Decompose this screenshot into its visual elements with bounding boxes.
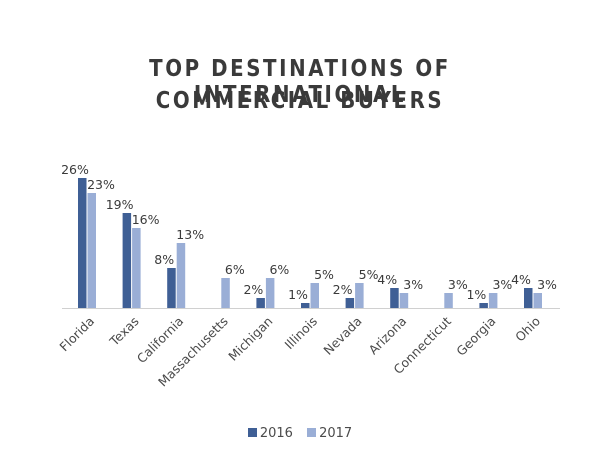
data-label-2017-connecticut: 3%: [448, 277, 468, 292]
bar-2017-nevada: [355, 283, 364, 308]
bar-2016-california: [167, 268, 176, 308]
data-label-2017-illinois: 5%: [314, 267, 334, 282]
bar-2016-nevada: [345, 298, 355, 308]
category-label-texas: Texas: [106, 314, 142, 350]
data-label-2017-california: 13%: [176, 227, 204, 242]
data-label-2016-michigan: 2%: [243, 282, 263, 297]
bar-2017-michigan: [265, 278, 275, 308]
legend-label-2016: 2016: [259, 426, 293, 441]
chart-legend: 2016 2017: [0, 426, 600, 441]
bar-2017-massachusetts: [221, 278, 230, 308]
bar-2017-illinois: [310, 283, 319, 308]
legend-item-2016: 2016: [247, 426, 293, 441]
bar-2016-ohio: [524, 288, 533, 308]
category-label-michigan: Michigan: [225, 314, 275, 364]
category-label-arizona: Arizona: [366, 314, 410, 358]
data-label-2017-texas: 16%: [132, 212, 160, 227]
data-label-2017-ohio: 3%: [537, 277, 557, 292]
category-label-illinois: Illinois: [281, 314, 320, 353]
category-label-florida: Florida: [56, 314, 97, 355]
chart-title-line-2: COMMERCIAL BUYERS: [155, 88, 445, 114]
data-label-2017-georgia: 3%: [492, 277, 512, 292]
data-label-2016-texas: 19%: [106, 197, 134, 212]
bar-2017-georgia: [488, 293, 498, 308]
bar-2016-florida: [78, 178, 87, 308]
bar-2016-texas: [122, 213, 132, 308]
data-label-2016-ohio: 4%: [511, 272, 531, 287]
bar-2017-ohio: [533, 293, 542, 308]
bar-2017-connecticut: [444, 293, 453, 308]
bar-2017-florida: [87, 193, 96, 308]
legend-swatch-2017: [307, 428, 317, 437]
legend-label-2017: 2017: [319, 426, 353, 441]
data-label-2017-michigan: 6%: [269, 262, 289, 277]
data-label-2016-florida: 26%: [61, 162, 89, 177]
data-label-2017-nevada: 5%: [359, 267, 379, 282]
data-label-2016-california: 8%: [154, 252, 174, 267]
legend-item-2017: 2017: [307, 426, 352, 441]
data-label-2016-nevada: 2%: [333, 282, 353, 297]
data-label-2016-arizona: 4%: [377, 272, 397, 287]
data-label-2017-florida: 23%: [87, 177, 115, 192]
chart-title-line-1: TOP DESTINATIONS OF INTERNATIONAL: [149, 56, 451, 108]
data-label-2017-arizona: 3%: [403, 277, 423, 292]
legend-swatch-2016: [247, 428, 257, 437]
bar-2016-michigan: [256, 298, 265, 308]
bar-2016-illinois: [301, 303, 310, 308]
data-label-2016-illinois: 1%: [288, 287, 308, 302]
bar-2017-arizona: [399, 293, 409, 308]
data-label-2016-georgia: 1%: [466, 287, 486, 302]
data-label-2017-massachusetts: 6%: [225, 262, 245, 277]
category-label-ohio: Ohio: [512, 314, 543, 345]
bar-2017-texas: [132, 228, 141, 308]
category-label-georgia: Georgia: [453, 314, 498, 359]
bar-2016-georgia: [479, 303, 488, 308]
bar-2017-california: [176, 243, 186, 308]
bar-2016-arizona: [390, 288, 399, 308]
category-label-nevada: Nevada: [320, 314, 364, 358]
